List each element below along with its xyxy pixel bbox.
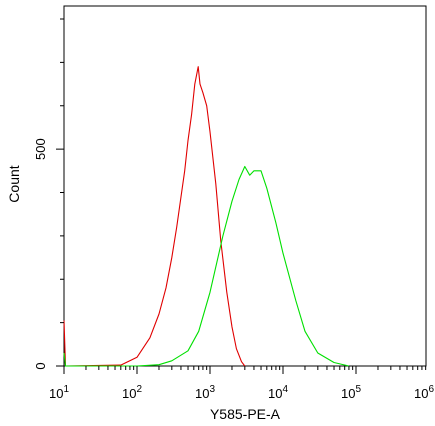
x-tick-label: 106	[414, 384, 434, 401]
histogram-series-2	[63, 165, 350, 367]
x-tick-label: 101	[49, 384, 69, 401]
y-axis-title: Count	[6, 165, 22, 202]
plot-frame	[63, 5, 427, 367]
x-tick-label: 102	[122, 384, 142, 401]
histogram-series-1	[63, 66, 246, 367]
x-tick-label: 105	[341, 384, 361, 401]
x-tick-label: 104	[268, 384, 288, 401]
x-axis-title: Y585-PE-A	[210, 406, 281, 422]
y-tick-label: 0	[33, 362, 48, 369]
x-tick-label: 103	[195, 384, 215, 401]
y-tick-label: 500	[33, 138, 48, 160]
